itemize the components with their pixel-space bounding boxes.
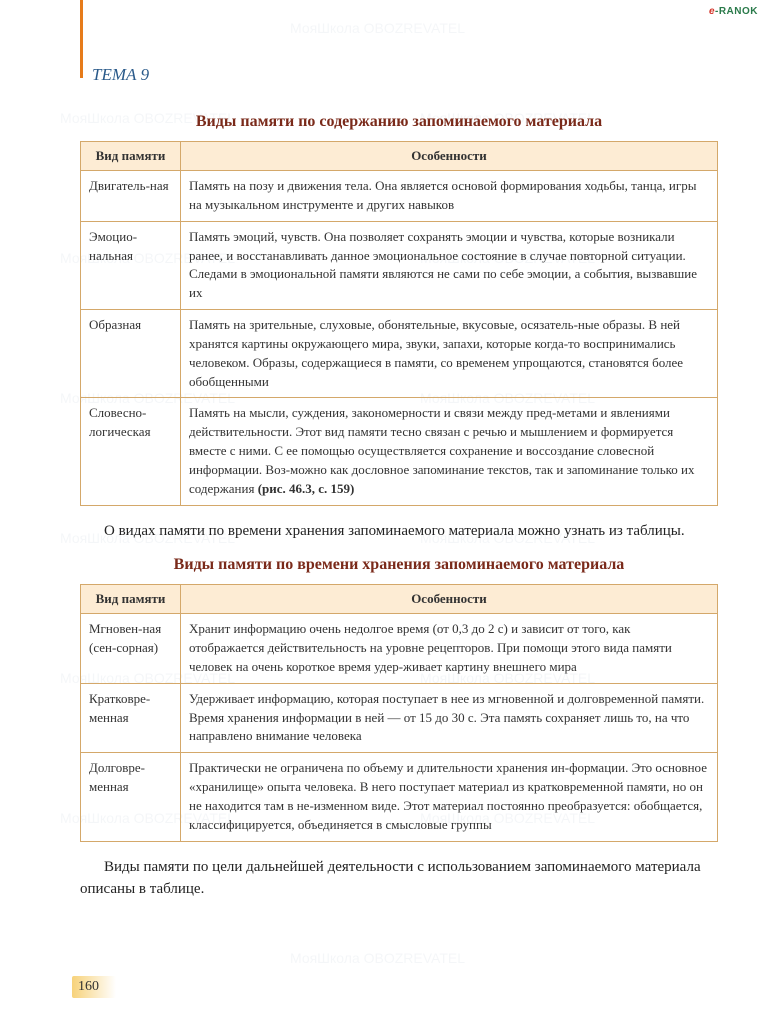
table2-col-header: Особенности bbox=[181, 585, 718, 614]
paragraph: О видах памяти по времени хранения запом… bbox=[80, 520, 718, 543]
page-content: ТЕМА 9 Виды памяти по содержанию запомин… bbox=[0, 0, 768, 945]
cell-memory-type: Мгновен-ная (сен-сорная) bbox=[81, 614, 181, 684]
table-row: Образная Память на зрительные, слуховые,… bbox=[81, 310, 718, 398]
cell-description: Память на мысли, суждения, закономерност… bbox=[181, 398, 718, 505]
table2-title: Виды памяти по времени хранения запомина… bbox=[80, 556, 718, 574]
table-row: Эмоцио-нальная Память эмоций, чувств. Он… bbox=[81, 221, 718, 309]
table-row: Двигатель-ная Память на позу и движения … bbox=[81, 171, 718, 222]
cell-memory-type: Долговре-менная bbox=[81, 753, 181, 841]
cell-description: Хранит информацию очень недолгое время (… bbox=[181, 614, 718, 684]
table-memory-by-content: Вид памяти Особенности Двигатель-ная Пам… bbox=[80, 141, 718, 506]
cell-memory-type: Словесно-логическая bbox=[81, 398, 181, 505]
cell-memory-type: Эмоцио-нальная bbox=[81, 221, 181, 309]
page-number-badge: 160 bbox=[72, 976, 116, 998]
page-number: 160 bbox=[72, 976, 116, 998]
figure-ref: (рис. 46.3, с. 159) bbox=[258, 481, 355, 496]
cell-description: Память эмоций, чувств. Она позволяет сох… bbox=[181, 221, 718, 309]
table-memory-by-duration: Вид памяти Особенности Мгновен-ная (сен-… bbox=[80, 584, 718, 841]
cell-description: Память на позу и движения тела. Она явля… bbox=[181, 171, 718, 222]
table-row: Кратковре-менная Удерживает информацию, … bbox=[81, 683, 718, 753]
table2-col-header: Вид памяти bbox=[81, 585, 181, 614]
cell-memory-type: Образная bbox=[81, 310, 181, 398]
cell-description: Удерживает информацию, которая поступает… bbox=[181, 683, 718, 753]
cell-memory-type: Кратковре-менная bbox=[81, 683, 181, 753]
table1-title: Виды памяти по содержанию запоминаемого … bbox=[80, 113, 718, 131]
cell-memory-type: Двигатель-ная bbox=[81, 171, 181, 222]
table-row: Мгновен-ная (сен-сорная) Хранит информац… bbox=[81, 614, 718, 684]
table1-col-header: Особенности bbox=[181, 142, 718, 171]
topic-label: ТЕМА 9 bbox=[92, 65, 718, 85]
table-row: Долговре-менная Практически не ограничен… bbox=[81, 753, 718, 841]
table-row: Словесно-логическая Память на мысли, суж… bbox=[81, 398, 718, 505]
cell-description: Память на зрительные, слуховые, обонятел… bbox=[181, 310, 718, 398]
paragraph: Виды памяти по цели дальнейшей деятельно… bbox=[80, 856, 718, 901]
table1-col-header: Вид памяти bbox=[81, 142, 181, 171]
cell-description: Практически не ограничена по объему и дл… bbox=[181, 753, 718, 841]
